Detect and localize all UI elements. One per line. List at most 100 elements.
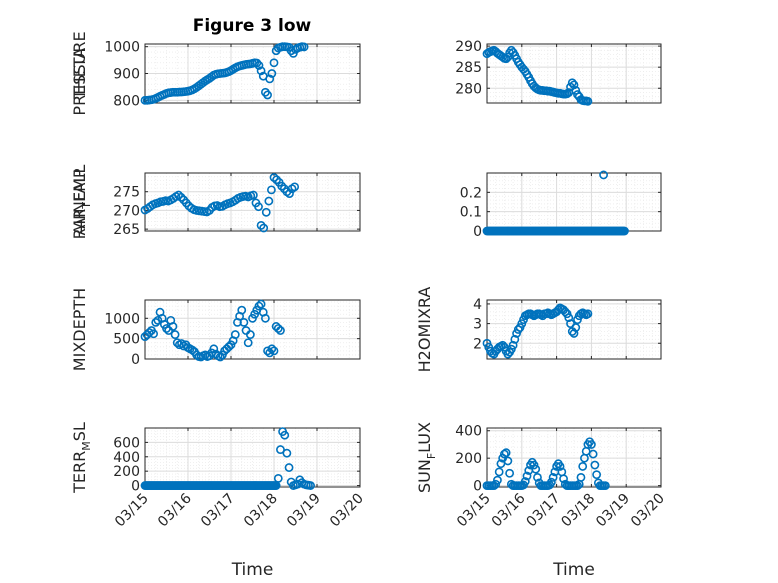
data-point — [501, 448, 511, 458]
data-point — [259, 223, 269, 233]
data-point — [583, 96, 593, 106]
series-markers — [482, 303, 593, 359]
data-point — [243, 338, 253, 348]
y-axis-label-subscript: F — [425, 453, 438, 459]
axes-box — [144, 172, 361, 232]
subplot-mixdepth: 0 500 1000 MIXDEPTH — [70, 288, 361, 371]
y-tick-label: 400 — [113, 450, 140, 466]
data-point — [306, 481, 315, 490]
data-point — [170, 330, 180, 339]
data-point — [531, 464, 541, 474]
data-point — [239, 317, 249, 327]
data-point — [573, 481, 582, 491]
data-point — [546, 477, 556, 487]
y-tick-label: 200 — [113, 464, 140, 480]
subplot-rainfall: 0 0.1 0.2 RAINFALL — [70, 165, 662, 240]
data-point — [252, 58, 262, 68]
data-point — [494, 467, 504, 477]
data-point — [151, 317, 161, 327]
data-point — [248, 190, 258, 200]
y-tick-label: 0 — [131, 352, 140, 368]
data-point — [562, 89, 572, 99]
data-point — [569, 329, 579, 338]
y-tick-label: 500 — [113, 332, 140, 348]
y-axis-label: THETA — [70, 48, 89, 100]
y-axis-label: SUNFLUX — [415, 422, 438, 493]
data-point — [548, 472, 558, 482]
data-point — [272, 175, 281, 185]
data-point — [583, 309, 593, 319]
series-markers — [482, 437, 610, 491]
data-point — [280, 430, 290, 440]
data-point — [588, 449, 598, 459]
y-tick-label: 280 — [455, 81, 482, 97]
data-point — [508, 340, 518, 350]
data-point — [571, 323, 581, 332]
data-point — [176, 192, 186, 202]
data-point — [209, 344, 219, 354]
y-axis-label-part: SL — [70, 422, 89, 441]
data-point — [265, 74, 275, 84]
y-tick-label: 3 — [473, 317, 482, 333]
y-tick-label: 290 — [455, 39, 482, 55]
data-point — [254, 61, 264, 70]
data-point — [267, 344, 277, 354]
y-tick-label: 600 — [113, 435, 140, 451]
y-tick-label: 0 — [473, 224, 482, 240]
data-point — [263, 90, 272, 100]
data-point — [567, 78, 577, 88]
data-point — [269, 346, 279, 356]
subplot-pressure: 800 900 1000 PRESSURE — [70, 31, 361, 116]
data-point — [256, 220, 266, 230]
y-axis-label-subscript: T — [80, 202, 93, 210]
y-tick-label: 900 — [113, 67, 140, 83]
data-point — [282, 448, 292, 458]
data-point — [555, 462, 565, 471]
axes-box — [486, 43, 662, 104]
y-axis-label-part: AIR — [70, 209, 89, 236]
y-axis-label-part: LUX — [415, 422, 434, 453]
subplot-h2omixra: 2 3 4 H2OMIXRA — [415, 287, 662, 373]
data-point — [578, 462, 588, 471]
data-point — [273, 324, 283, 333]
y-tick-label: 4 — [473, 297, 482, 313]
data-point — [254, 202, 263, 212]
data-point — [256, 299, 266, 309]
y-tick-label: 0 — [473, 479, 482, 495]
data-point — [256, 66, 266, 76]
data-point — [576, 472, 586, 482]
data-point — [522, 471, 532, 481]
data-point — [284, 463, 294, 472]
series-markers — [140, 173, 300, 233]
subplot-air-temp: 265 270 275 AIRTEMP — [70, 168, 361, 238]
series-markers — [140, 299, 285, 362]
axes-box — [486, 299, 662, 360]
data-point — [144, 328, 154, 337]
data-point — [290, 182, 300, 192]
data-point — [237, 305, 247, 315]
data-point — [600, 481, 610, 491]
data-point — [168, 322, 178, 331]
y-axis-label-part: TERR — [70, 451, 89, 494]
data-point — [245, 330, 255, 339]
figure-title: Figure 3 low — [193, 16, 312, 36]
y-axis-label: H2OMIXRA — [415, 287, 434, 373]
y-axis-label: AIRTEMP — [70, 168, 93, 235]
y-axis-label: RAINFALL — [70, 165, 89, 240]
data-point — [510, 334, 520, 344]
y-tick-label: 270 — [113, 203, 140, 219]
data-point — [299, 42, 309, 52]
data-point — [491, 479, 501, 489]
y-tick-label: 1000 — [104, 40, 140, 56]
data-point — [267, 69, 277, 78]
data-point — [599, 170, 608, 180]
y-axis-label: MIXDEPTH — [70, 288, 89, 371]
series-markers — [482, 45, 593, 106]
y-tick-label: 2 — [473, 336, 482, 352]
y-axis-label-part: SUN — [415, 459, 434, 493]
data-point — [590, 460, 600, 470]
y-tick-label: 285 — [455, 60, 482, 76]
data-point — [620, 226, 629, 236]
data-point — [260, 313, 270, 323]
